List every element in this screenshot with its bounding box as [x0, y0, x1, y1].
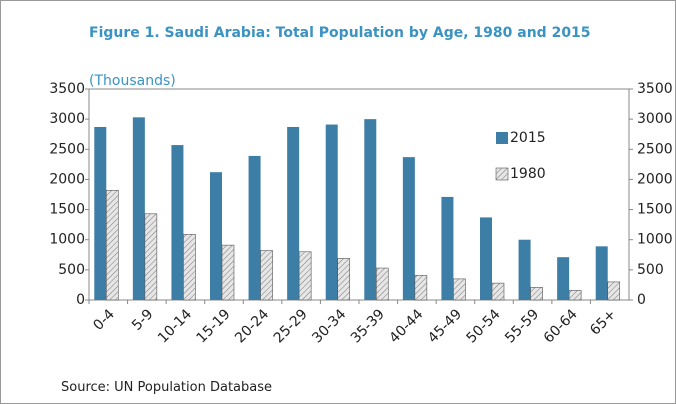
x-tick-label: 50-54 — [464, 306, 504, 346]
legend-label: 1980 — [510, 166, 546, 182]
bar — [287, 126, 300, 300]
chart-title: Figure 1. Saudi Arabia: Total Population… — [89, 25, 591, 41]
x-tick-label: 60-64 — [541, 306, 581, 346]
x-tick-label: 5-9 — [129, 306, 156, 333]
x-tick-label: 45-49 — [425, 306, 465, 346]
y-tick-label: 3500 — [49, 81, 85, 97]
y2-tick-label: 3500 — [637, 81, 673, 97]
y2-tick-label: 1000 — [637, 232, 673, 248]
y2-tick-label: 2000 — [637, 171, 673, 187]
bar — [210, 172, 222, 300]
y-tick-label: 2500 — [49, 141, 85, 157]
bar — [248, 155, 261, 300]
plot-frame — [88, 88, 630, 301]
legend-swatch — [496, 132, 508, 144]
bar — [94, 126, 107, 300]
bar — [402, 157, 415, 300]
x-tick-label: 55-59 — [502, 306, 542, 346]
bar — [441, 196, 454, 300]
y-tick-label: 1000 — [49, 232, 85, 248]
bar — [364, 119, 377, 301]
y2-tick-label: 0 — [637, 292, 646, 308]
x-tick-label: 10-14 — [155, 306, 195, 346]
legend-swatch — [495, 167, 509, 181]
bar — [518, 239, 531, 300]
source-note: Source: UN Population Database — [61, 380, 272, 395]
x-tick-label: 40-44 — [386, 306, 426, 346]
bar — [325, 124, 338, 300]
bar — [595, 246, 608, 300]
bar — [171, 145, 184, 300]
bar — [105, 189, 119, 301]
legend-label: 2015 — [510, 130, 546, 146]
bar — [568, 290, 582, 301]
bar — [337, 258, 351, 301]
bar — [298, 251, 312, 301]
y-tick-label: 500 — [58, 262, 85, 278]
bar — [480, 217, 492, 300]
x-tick-label: 30-34 — [309, 306, 349, 346]
y2-tick-label: 1500 — [637, 202, 673, 218]
y2-tick-label: 2500 — [637, 141, 673, 157]
bar — [260, 250, 273, 301]
y-tick-label: 0 — [76, 292, 85, 308]
chart-subtitle: (Thousands) — [89, 73, 176, 89]
bar — [607, 281, 621, 301]
y-tick-label: 2000 — [49, 171, 85, 187]
bar — [221, 244, 235, 301]
bar — [375, 267, 389, 301]
x-tick-label: 25-29 — [271, 306, 311, 346]
bar — [132, 117, 145, 300]
x-tick-label: 15-19 — [194, 306, 234, 346]
bar — [414, 274, 428, 301]
bar — [491, 282, 505, 301]
bar — [530, 287, 543, 301]
y-tick-label: 3000 — [49, 111, 85, 127]
y2-tick-label: 3000 — [637, 111, 673, 127]
y2-tick-label: 500 — [637, 262, 664, 278]
bar — [144, 213, 158, 301]
x-tick-label: 35-39 — [348, 306, 388, 346]
bar — [453, 278, 466, 301]
bar — [183, 233, 196, 301]
x-tick-label: 20-24 — [232, 306, 272, 346]
y-tick-label: 1500 — [49, 202, 85, 218]
x-tick-label: 0-4 — [90, 306, 118, 334]
x-tick-label: 65+ — [587, 306, 619, 338]
bar — [557, 257, 570, 300]
